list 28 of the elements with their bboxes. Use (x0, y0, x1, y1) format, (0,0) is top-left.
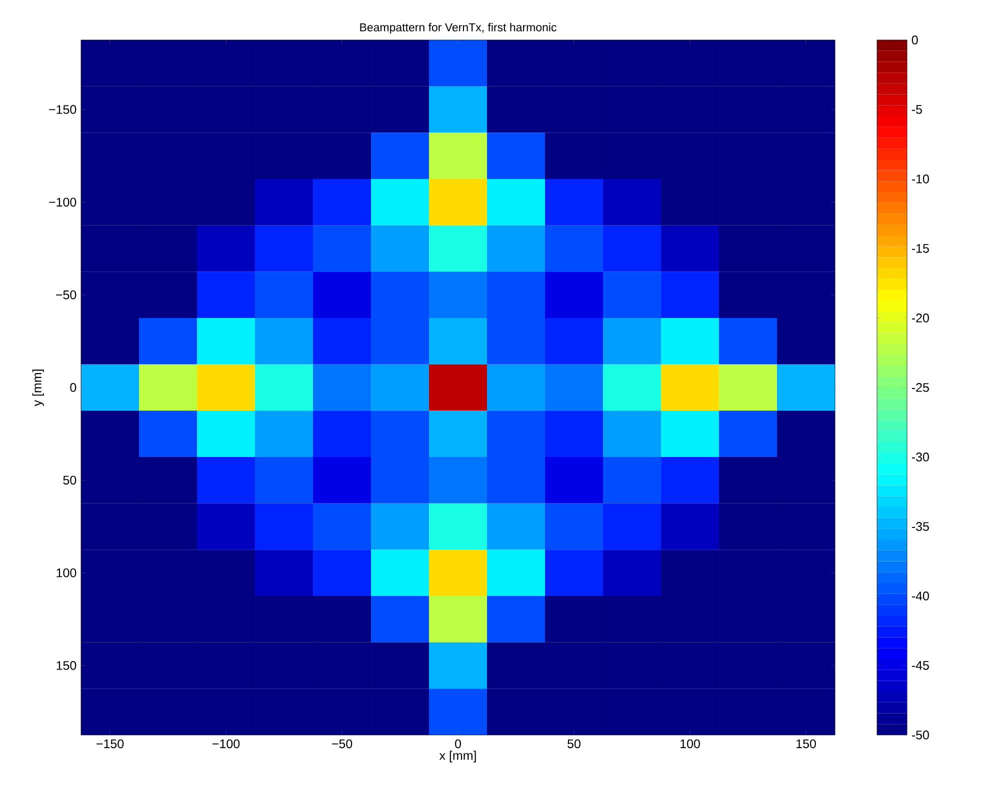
y-tick-label: 0 (70, 383, 76, 392)
x-tick-label: 50 (568, 739, 580, 748)
x-tick-label: 150 (796, 739, 816, 748)
y-tick-label: 50 (63, 476, 76, 485)
x-axis-title: x [mm] (439, 750, 476, 762)
color-bar-label: -10 (912, 174, 929, 184)
x-tick-label: −150 (96, 739, 124, 748)
color-bar-label: -50 (912, 730, 929, 740)
x-tick-label: −50 (332, 739, 352, 748)
x-tick-label: 0 (455, 739, 462, 748)
color-bar-label: 0 (912, 36, 918, 44)
color-bar-label: -25 (912, 383, 929, 392)
color-bar-label: -40 (912, 592, 929, 600)
color-bar-label: -15 (912, 244, 929, 253)
color-bar-label: -20 (912, 314, 929, 322)
y-tick-label: −50 (56, 290, 76, 300)
color-bar-label: -5 (912, 105, 922, 114)
color-bar-label: -45 (912, 661, 929, 670)
x-tick-label: −100 (212, 739, 240, 748)
y-tick-label: 150 (56, 661, 76, 670)
y-tick-label: −100 (49, 198, 76, 207)
color-bar-label: -35 (912, 522, 929, 531)
y-axis-title: y [mm] (32, 370, 44, 406)
color-bar-label: -30 (912, 452, 929, 462)
x-tick-label: 100 (680, 739, 700, 748)
chart-title: Beampattern for VernTx, first harmonic (360, 22, 556, 34)
y-tick-label: −150 (49, 105, 76, 114)
y-tick-label: 100 (56, 568, 76, 578)
